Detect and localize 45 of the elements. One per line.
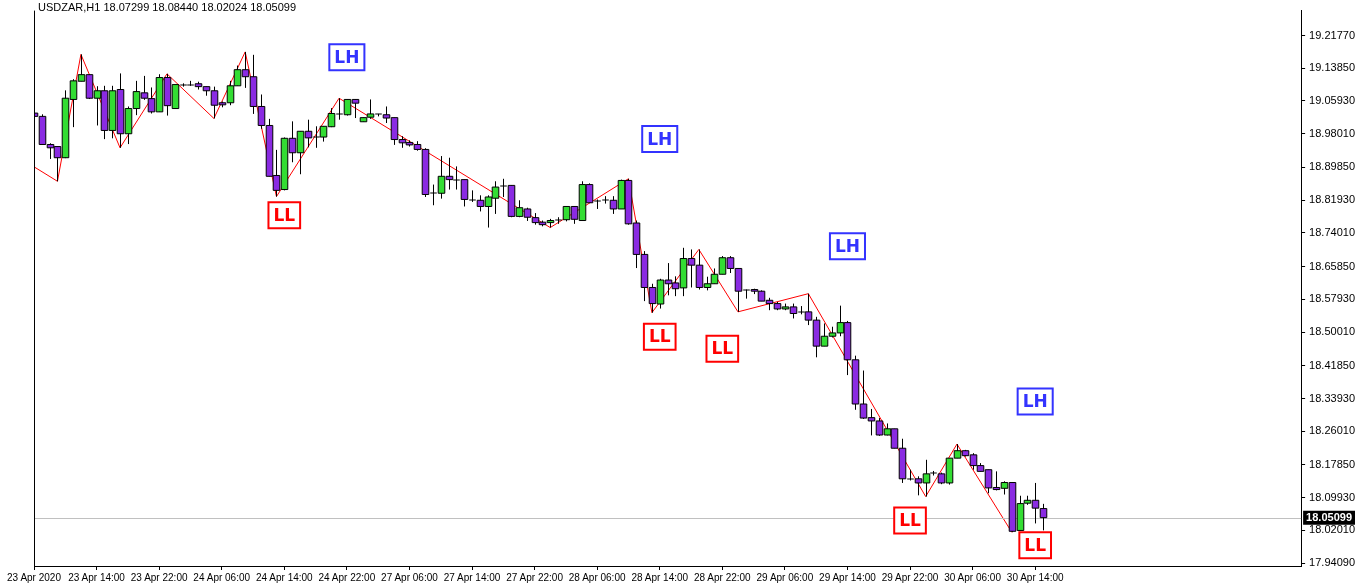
- x-tick-label: 30 Apr 06:00: [944, 571, 1002, 583]
- x-tick-label: 23 Apr 14:00: [68, 571, 126, 583]
- annotation: LH: [647, 128, 673, 149]
- y-tick-label: 18.81930: [1309, 193, 1356, 206]
- y-tick-label: 17.94090: [1309, 556, 1356, 569]
- x-tick-label: 24 Apr 22:00: [318, 571, 376, 583]
- x-tick-label: 23 Apr 2020: [7, 571, 62, 583]
- x-tick-label: 24 Apr 14:00: [255, 571, 314, 583]
- x-tick-label: 30 Apr 14:00: [1006, 571, 1064, 583]
- y-tick-label: 18.02010: [1309, 523, 1356, 536]
- x-tick-label: 29 Apr 06:00: [756, 571, 814, 583]
- y-tick-label: 19.21770: [1309, 28, 1356, 41]
- annotation: LL: [1024, 534, 1047, 555]
- x-tick-label: 27 Apr 06:00: [381, 571, 439, 583]
- y-tick-label: 18.74010: [1309, 225, 1356, 238]
- chart-title: USDZAR,H1 18.07299 18.08440 18.02024 18.05099: [38, 1, 297, 13]
- annotation: LL: [648, 326, 671, 347]
- y-tick-label: 18.17850: [1309, 457, 1356, 470]
- x-tick-label: 29 Apr 22:00: [881, 571, 939, 583]
- annotation: LH: [834, 235, 860, 256]
- y-tick-label: 18.57930: [1309, 292, 1356, 305]
- x-tick-label: 28 Apr 14:00: [631, 571, 689, 583]
- x-tick-label: 28 Apr 22:00: [693, 571, 752, 583]
- y-tick-label: 18.26010: [1309, 424, 1356, 437]
- x-tick-label: 28 Apr 06:00: [568, 571, 626, 583]
- y-tick-label: 18.50010: [1309, 325, 1356, 338]
- y-tick-label: 18.33930: [1309, 391, 1356, 404]
- y-tick-label: 19.05930: [1309, 94, 1356, 107]
- x-tick-label: 27 Apr 22:00: [506, 571, 564, 583]
- y-tick-label: 18.09930: [1309, 490, 1356, 503]
- y-tick-label: 19.13850: [1309, 61, 1356, 74]
- annotation: LL: [273, 204, 296, 225]
- y-tick-label: 18.89850: [1309, 160, 1356, 173]
- y-tick-label: 18.98010: [1309, 126, 1356, 139]
- x-tick-label: 23 Apr 22:00: [130, 571, 188, 583]
- annotation: LL: [711, 338, 734, 359]
- annotation: LH: [334, 46, 360, 67]
- y-tick-label: 18.41850: [1309, 358, 1356, 371]
- x-tick-label: 27 Apr 14:00: [443, 571, 501, 583]
- y-tick-label: 18.65850: [1309, 259, 1356, 272]
- annotation: LH: [1022, 390, 1048, 411]
- annotation: LL: [899, 509, 922, 530]
- x-tick-label: 29 Apr 14:00: [819, 571, 877, 583]
- x-tick-label: 24 Apr 06:00: [193, 571, 251, 583]
- ref-line-label: 18.05099: [1306, 510, 1353, 523]
